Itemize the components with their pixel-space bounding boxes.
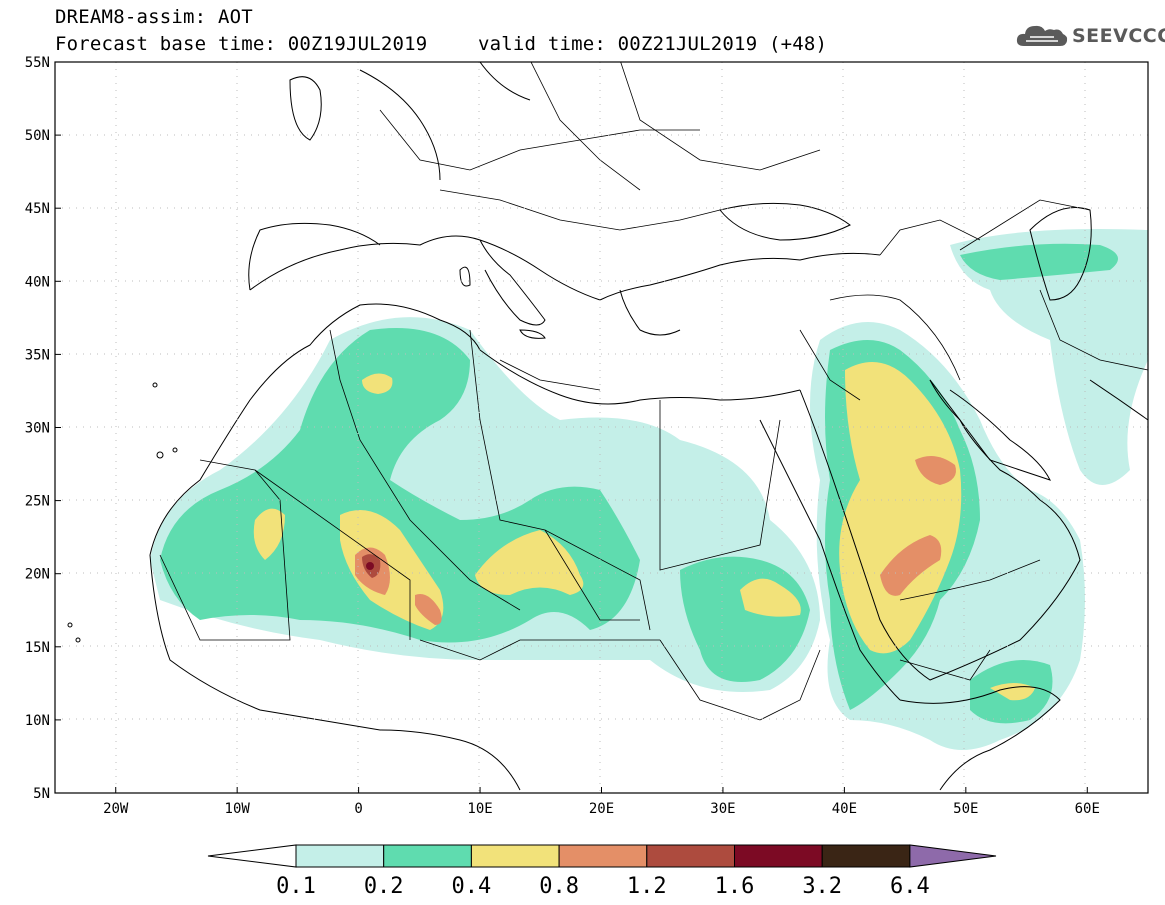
country-borders [159, 62, 1148, 721]
aot-level-0.4-niger [475, 530, 584, 595]
lat-tick-label: 35N [25, 347, 50, 363]
colorbar-label: 0.4 [452, 874, 492, 899]
colorbar-label: 6.4 [890, 874, 930, 899]
colorbar-label: 0.8 [539, 874, 579, 899]
aot-level-0.2-caspian [960, 243, 1118, 280]
aot-level-0.4-mauritania [253, 508, 285, 560]
gridlines [55, 62, 1148, 793]
colorbar-swatch [821, 844, 911, 868]
coastlines [67, 62, 1148, 791]
aot-level-0.4-arabia [839, 362, 962, 654]
colorbar-swatch [383, 844, 472, 868]
colorbar-max-triangle [909, 844, 997, 868]
colorbar-swatch [734, 844, 823, 868]
forecast-base-time: Forecast base time: 00Z19JUL2019 [55, 33, 428, 55]
lon-tick-label: 50E [953, 801, 978, 817]
lon-tick-label: 40E [832, 801, 857, 817]
latitude-labels: 55N 50N 45N 40N 35N 30N 25N 20N 15N 10N 5N [25, 55, 61, 802]
aot-level-0.4-algeria-north [362, 373, 393, 394]
lon-tick-label: 30E [710, 801, 735, 817]
lat-tick-label: 20N [25, 567, 50, 583]
colorbar-label: 1.6 [715, 874, 755, 899]
longitude-labels: 20W 10W 0 10E 20E 30E 40E 50E 60E [103, 787, 1100, 817]
colorbar-label: 0.1 [276, 874, 316, 899]
lat-tick-label: 50N [25, 128, 50, 144]
lon-tick-label: 20W [103, 801, 129, 817]
lat-tick-label: 55N [25, 55, 50, 71]
aot-level-0.8-arabia [880, 535, 942, 596]
colorbar-label: 3.2 [802, 874, 842, 899]
colorbar-label: 0.2 [364, 874, 404, 899]
lat-tick-label: 5N [33, 786, 50, 802]
chart-title: DREAM8-assim: AOT [55, 6, 253, 28]
lat-tick-label: 40N [25, 274, 50, 290]
colorbar: 0.1 0.2 0.4 0.8 1.2 1.6 3.2 6.4 [207, 844, 997, 899]
aot-level-0.4-sudan [740, 578, 801, 617]
lon-tick-label: 10E [467, 801, 492, 817]
lon-tick-label: 0 [354, 801, 362, 817]
colorbar-min-triangle [207, 844, 297, 868]
aot-level-0.8-gulf [915, 456, 956, 485]
lat-tick-label: 45N [25, 201, 50, 217]
aot-level-0.1-caspian [950, 229, 1148, 485]
colorbar-swatch [558, 844, 648, 868]
aot-level-1.6-algeria [366, 562, 374, 570]
colorbar-label: 1.2 [627, 874, 667, 899]
logo-text: SEEVCCC [1072, 25, 1165, 47]
colorbar-swatch [470, 844, 560, 868]
lat-tick-label: 25N [25, 494, 50, 510]
seevccc-logo: SEEVCCC [1016, 22, 1165, 50]
lat-tick-label: 15N [25, 640, 50, 656]
lat-tick-label: 10N [25, 713, 50, 729]
lon-tick-label: 60E [1075, 801, 1100, 817]
lon-tick-label: 20E [589, 801, 614, 817]
colorbar-swatch [646, 844, 735, 868]
lon-tick-label: 10W [225, 801, 251, 817]
cloud-icon [1016, 25, 1068, 46]
lat-tick-label: 30N [25, 421, 50, 437]
colorbar-swatch [295, 844, 385, 868]
valid-time: valid time: 00Z21JUL2019 (+48) [478, 33, 828, 55]
aot-contour-fields [150, 229, 1148, 750]
aot-level-0.8-niger [415, 594, 442, 625]
aot-level-0.4-somalia [990, 683, 1035, 701]
